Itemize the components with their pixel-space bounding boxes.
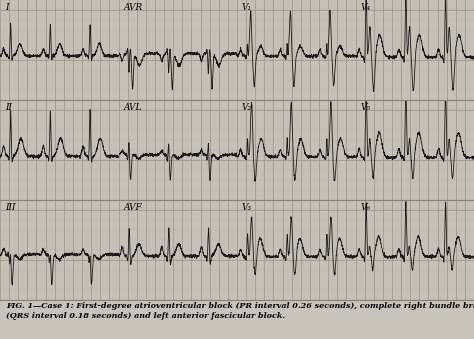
Text: I: I [5,3,8,12]
Text: V₄: V₄ [360,3,370,12]
Text: V₃: V₃ [242,203,252,212]
Text: II: II [5,103,12,112]
Text: AVL: AVL [123,103,142,112]
Text: V₁: V₁ [242,3,252,12]
Text: III: III [5,203,15,212]
Text: AVR: AVR [123,3,143,12]
Text: FIG. 1—Case 1: First-degree atrioventricular block (PR interval 0.26 seconds), c: FIG. 1—Case 1: First-degree atrioventric… [6,302,474,320]
Text: V₅: V₅ [360,103,370,112]
Text: V₆: V₆ [360,203,370,212]
Text: V₂: V₂ [242,103,252,112]
Text: AVF: AVF [123,203,142,212]
